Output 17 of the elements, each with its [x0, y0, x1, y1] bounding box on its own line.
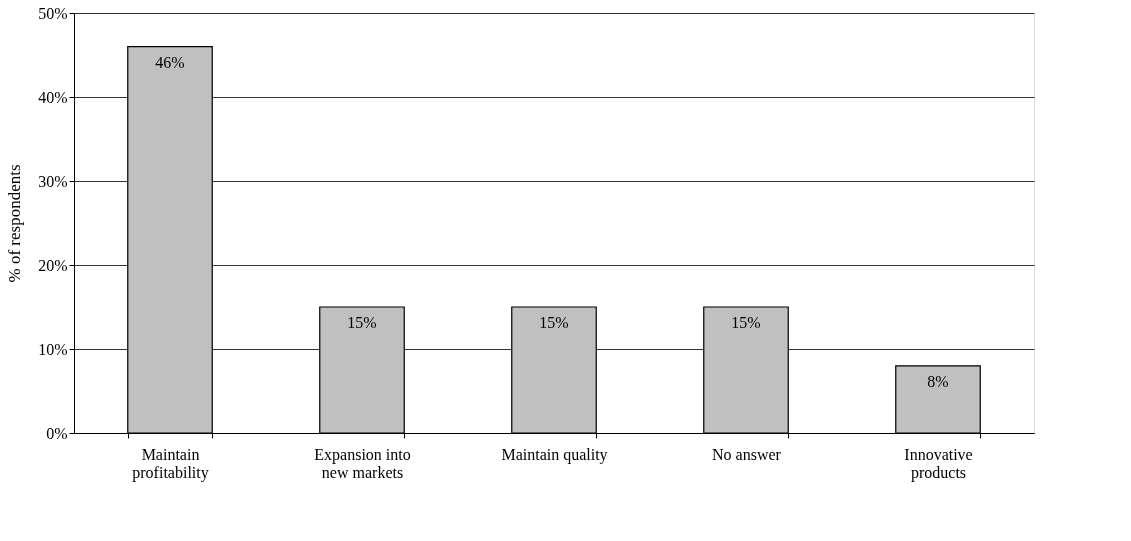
y-tick-label: 50%: [38, 4, 68, 22]
data-label: 8%: [927, 372, 949, 390]
data-label: 15%: [539, 314, 569, 331]
data-label: 46%: [155, 53, 185, 71]
data-label: 15%: [731, 314, 761, 331]
x-tick-label: Maintain quality: [501, 445, 608, 464]
y-tick-label: 10%: [38, 340, 68, 358]
y-tick-label: 30%: [38, 172, 68, 190]
y-tick-label: 40%: [38, 88, 68, 106]
x-tick-label: No answer: [712, 445, 782, 463]
x-tick-label: Maintain profitability: [132, 445, 209, 482]
data-label: 15%: [347, 314, 377, 331]
y-axis-title: % of respondents: [5, 164, 25, 283]
y-tick-label: 20%: [38, 256, 68, 274]
x-tick-label: Innovative products: [904, 445, 973, 482]
y-tick-label: 0%: [46, 424, 68, 442]
x-tick-label: Expansion into new markets: [314, 445, 411, 481]
